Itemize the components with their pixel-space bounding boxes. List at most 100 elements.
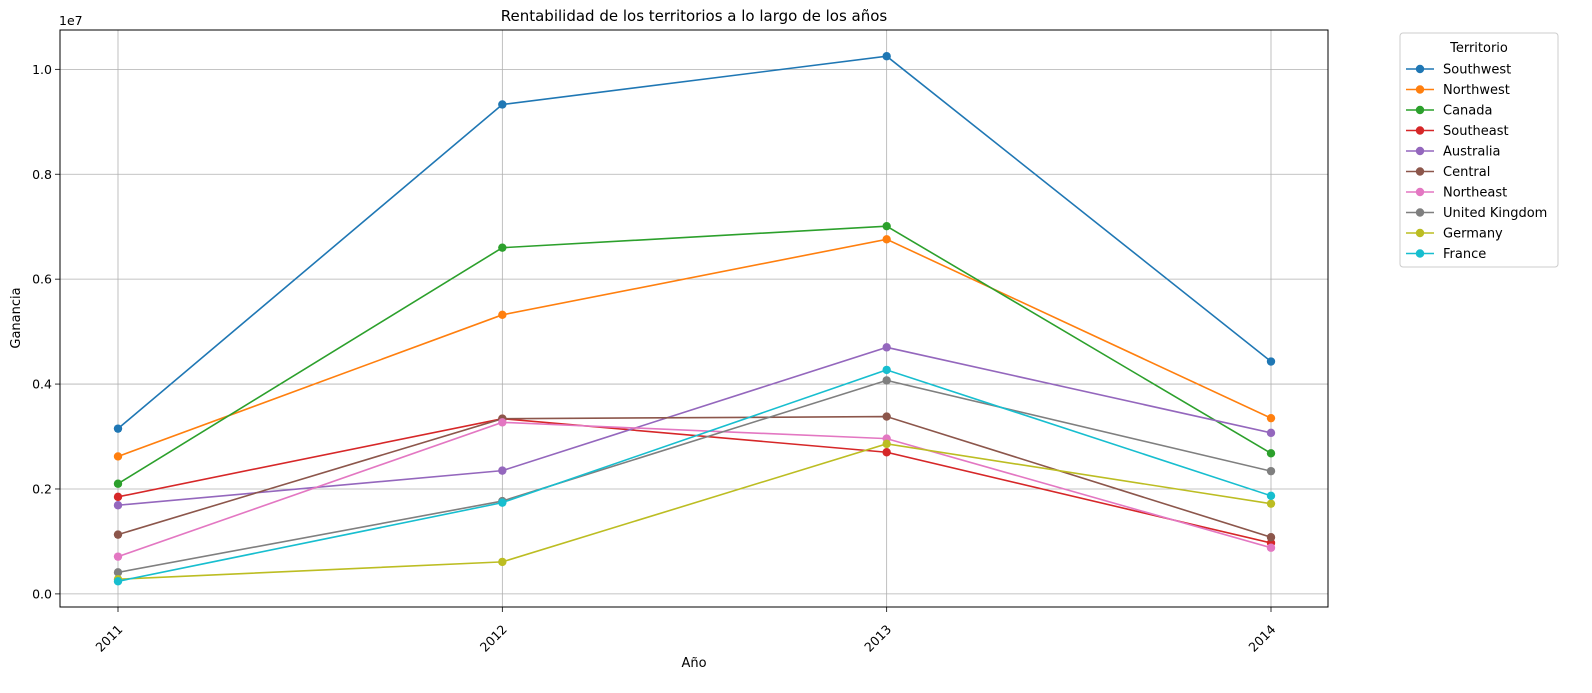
series-line-central <box>117 415 1272 538</box>
data-point-australia <box>113 501 123 510</box>
series-line-australia <box>117 346 1272 507</box>
data-point-australia <box>882 343 891 352</box>
data-point-germany <box>498 557 507 567</box>
legend-swatch-marker <box>1415 249 1425 258</box>
legend-item-southeast: Southeast <box>1406 124 1509 139</box>
chart-title: Rentabilidad de los territorios a lo lar… <box>501 7 888 25</box>
series-line-northeast <box>117 421 1272 558</box>
plot-frame <box>59 29 1329 608</box>
axis-ticks: 2011 2012 2013 2014 0.0 0.2 0.4 0.6 0.8 1.0 <box>32 62 1278 655</box>
data-point-southwest <box>1266 357 1276 366</box>
series-line-canada <box>117 225 1272 485</box>
data-point-northeast <box>113 552 123 561</box>
x-axis-label: Año <box>681 656 706 671</box>
y-tick-label: 0.4 <box>32 377 52 392</box>
data-point-northwest <box>498 310 507 320</box>
series-line-united-kingdom <box>117 379 1272 574</box>
legend-swatch-marker <box>1415 208 1425 217</box>
x-tick-label: 2012 <box>477 622 510 655</box>
y-axis-label: Ganancia <box>9 287 24 348</box>
series-northwest <box>113 235 1276 461</box>
legend-label: Central <box>1443 165 1490 180</box>
data-point-australia <box>1266 428 1276 438</box>
series-line-france <box>117 369 1272 583</box>
legend-swatch-marker <box>1415 228 1425 238</box>
data-point-united-kingdom <box>113 568 123 577</box>
legend-label: Germany <box>1443 227 1503 242</box>
legend-item-united-kingdom: United Kingdom <box>1406 206 1547 221</box>
series-line-southeast <box>117 417 1272 544</box>
y-tick-label: 1.0 <box>32 62 52 77</box>
legend-swatch-marker <box>1415 146 1425 156</box>
data-point-northeast <box>498 418 507 427</box>
series-lines <box>113 52 1276 586</box>
legend-item-central: Central <box>1406 165 1490 180</box>
legend-title: Territorio <box>1449 41 1508 56</box>
legend-swatch-marker <box>1415 187 1425 197</box>
y-tick-label: 0.6 <box>32 272 52 287</box>
data-point-southeast <box>113 492 123 502</box>
data-point-southeast <box>882 448 891 457</box>
legend-item-northeast: Northeast <box>1406 186 1507 201</box>
data-point-northwest <box>113 452 123 461</box>
series-line-germany <box>117 443 1272 580</box>
data-point-united-kingdom <box>882 376 891 385</box>
legend-item-southwest: Southwest <box>1406 63 1511 78</box>
y-tick-label: 0.2 <box>32 481 52 496</box>
series-southwest <box>113 52 1276 433</box>
series-southeast <box>113 414 1276 548</box>
series-australia <box>113 343 1276 510</box>
data-point-canada <box>1266 449 1276 458</box>
data-point-central <box>882 412 891 421</box>
data-point-germany <box>1266 499 1276 508</box>
series-france <box>113 365 1276 586</box>
series-northeast <box>113 418 1276 561</box>
data-point-germany <box>882 439 891 449</box>
data-point-northeast <box>1266 543 1276 552</box>
data-point-southwest <box>882 52 891 61</box>
legend-item-northwest: Northwest <box>1406 83 1510 98</box>
legend-label: Southeast <box>1443 124 1509 139</box>
series-line-northwest <box>117 238 1272 458</box>
legend-item-canada: Canada <box>1406 104 1492 119</box>
legend-label: United Kingdom <box>1443 206 1547 221</box>
data-point-france <box>882 365 891 375</box>
legend-swatch-marker <box>1415 105 1425 115</box>
y-offset-label: 1e7 <box>59 13 83 28</box>
data-point-canada <box>498 243 507 252</box>
data-point-central <box>1266 533 1276 542</box>
legend-swatch-marker <box>1415 85 1425 94</box>
y-tick-label: 0.8 <box>32 167 52 182</box>
data-point-france <box>1266 491 1276 500</box>
series-canada <box>113 221 1276 488</box>
data-point-australia <box>498 466 507 475</box>
data-point-france <box>113 577 123 586</box>
x-tick-label: 2013 <box>861 622 894 655</box>
legend-swatch-marker <box>1415 167 1425 176</box>
legend-swatch-marker <box>1415 126 1425 135</box>
data-point-canada <box>113 479 123 488</box>
x-tick-label: 2011 <box>92 622 125 655</box>
legend: Territorio Southwest Northwest Canada South… <box>1399 32 1559 268</box>
legend-label: Southwest <box>1443 63 1511 78</box>
legend-box <box>1399 32 1559 268</box>
legend-label: Northwest <box>1443 83 1510 98</box>
data-point-southwest <box>113 424 123 433</box>
data-point-united-kingdom <box>1266 466 1276 476</box>
legend-item-australia: Australia <box>1406 145 1501 160</box>
legend-swatch-marker <box>1415 64 1425 74</box>
data-point-northwest <box>1266 413 1276 423</box>
data-point-france <box>498 498 507 507</box>
data-point-canada <box>882 221 891 231</box>
legend-item-germany: Germany <box>1406 227 1503 242</box>
series-line-southwest <box>117 55 1272 430</box>
legend-item-france: France <box>1406 247 1486 262</box>
legend-label: Canada <box>1443 104 1492 119</box>
legend-label: Australia <box>1443 145 1501 160</box>
legend-label: Northeast <box>1443 186 1507 201</box>
data-point-central <box>113 530 123 539</box>
x-tick-label: 2014 <box>1245 622 1278 655</box>
data-point-northwest <box>882 235 891 244</box>
